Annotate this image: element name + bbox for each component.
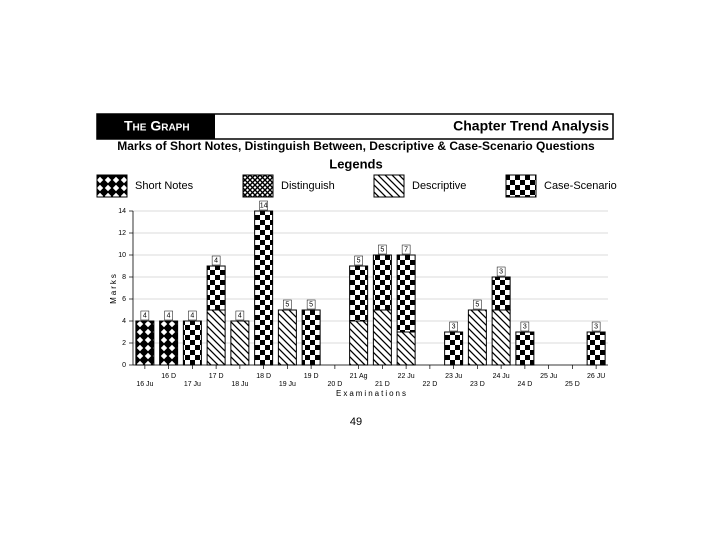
label-box [591, 321, 601, 332]
x-tick-label: 24 Ju [493, 373, 510, 380]
legend-swatch [373, 174, 405, 198]
label-box [259, 200, 268, 211]
label-box [378, 244, 387, 255]
x-tick-label: 20 D [327, 381, 342, 388]
page-number: 49 [350, 416, 362, 428]
x-tick-label: 19 Ju [279, 381, 296, 388]
data-label: 14 [260, 202, 268, 209]
header-right: Chapter Trend Analysis [453, 118, 609, 134]
header-left: The Graph [124, 118, 190, 134]
y-tick-label: 10 [118, 252, 126, 259]
bar-segment [396, 331, 416, 366]
x-tick-label: 16 Ju [136, 381, 153, 388]
label-box [211, 255, 221, 266]
y-axis-label: Marks [109, 272, 118, 304]
x-tick-label: 23 D [470, 381, 485, 388]
y-tick-label: 6 [122, 296, 126, 303]
x-tick-label: 18 Ju [231, 381, 248, 388]
y-tick-label: 12 [118, 230, 126, 237]
bar-segment [230, 320, 250, 366]
label-box [520, 321, 530, 332]
label-box [496, 266, 506, 277]
legend-title: Legends [329, 156, 382, 171]
x-tick-label: 25 Ju [540, 373, 557, 380]
x-tick-label: 23 Ju [445, 373, 462, 380]
data-label: 3 [523, 323, 527, 330]
x-tick-label: 26 JU [587, 373, 605, 380]
bar-segment [206, 309, 226, 366]
data-label: 5 [285, 301, 289, 308]
data-label: 4 [190, 312, 194, 319]
x-tick-label: 19 D [304, 373, 319, 380]
y-tick-label: 0 [122, 362, 126, 369]
data-label: 4 [238, 312, 242, 319]
label-box [473, 299, 482, 310]
label-box [188, 310, 197, 321]
legend-swatch [242, 174, 274, 198]
x-tick-label: 17 Ju [184, 381, 201, 388]
x-axis-label: Examinations [336, 389, 408, 398]
data-label: 7 [404, 246, 408, 253]
data-label: 5 [357, 257, 361, 264]
legend-label: Case-Scenario [544, 180, 617, 192]
y-tick-label: 4 [122, 318, 126, 325]
legend-swatch [96, 174, 128, 198]
legend-label: Short Notes [135, 180, 194, 192]
x-tick-label: 16 D [161, 373, 176, 380]
label-box [306, 299, 316, 310]
bar-segment [491, 276, 511, 311]
data-label: 5 [309, 301, 313, 308]
bar-segment [586, 331, 606, 366]
x-tick-label: 22 D [422, 381, 437, 388]
label-box [449, 321, 458, 332]
bar-segment [444, 331, 464, 366]
y-tick-label: 2 [122, 340, 126, 347]
chart-title: Marks of Short Notes, Distinguish Betwee… [117, 139, 595, 153]
data-label: 3 [499, 268, 503, 275]
label-box [164, 310, 173, 321]
data-label: 4 [143, 312, 147, 319]
x-tick-label: 18 D [256, 373, 271, 380]
bar-segment [254, 210, 274, 366]
bar-segment [491, 309, 511, 366]
bar-segment [135, 320, 155, 366]
x-tick-label: 22 Ju [398, 373, 415, 380]
bar-segment [515, 331, 535, 366]
data-label: 5 [475, 301, 479, 308]
bar-segment [301, 309, 321, 366]
data-label: 5 [380, 246, 384, 253]
legend-label: Distinguish [281, 180, 335, 192]
label-box [401, 244, 411, 255]
y-tick-label: 14 [118, 208, 126, 215]
bar-segment [349, 320, 369, 366]
bar-segment [372, 309, 392, 366]
x-tick-label: 21 D [375, 381, 390, 388]
legend-label: Descriptive [412, 180, 466, 192]
bar-segment [182, 320, 202, 366]
label-box [140, 310, 150, 321]
data-label: 4 [214, 257, 218, 264]
data-label: 3 [452, 323, 456, 330]
bar-segment [159, 320, 179, 366]
bar-segment [467, 309, 487, 366]
legend-swatch [505, 174, 537, 198]
data-label: 4 [167, 312, 171, 319]
bar-segment [349, 265, 369, 322]
bar-segment [277, 309, 297, 366]
bar-segment [206, 265, 226, 311]
y-tick-label: 8 [122, 274, 126, 281]
header-tab [97, 114, 215, 139]
x-tick-label: 21 Ag [350, 373, 368, 380]
x-tick-label: 17 D [209, 373, 224, 380]
data-label: 3 [594, 323, 598, 330]
label-box [283, 299, 292, 310]
label-box [354, 255, 363, 266]
bar-segment [396, 254, 416, 333]
x-tick-label: 24 D [517, 381, 532, 388]
label-box [235, 310, 245, 321]
x-tick-label: 25 D [565, 381, 580, 388]
bar-segment [372, 254, 392, 311]
